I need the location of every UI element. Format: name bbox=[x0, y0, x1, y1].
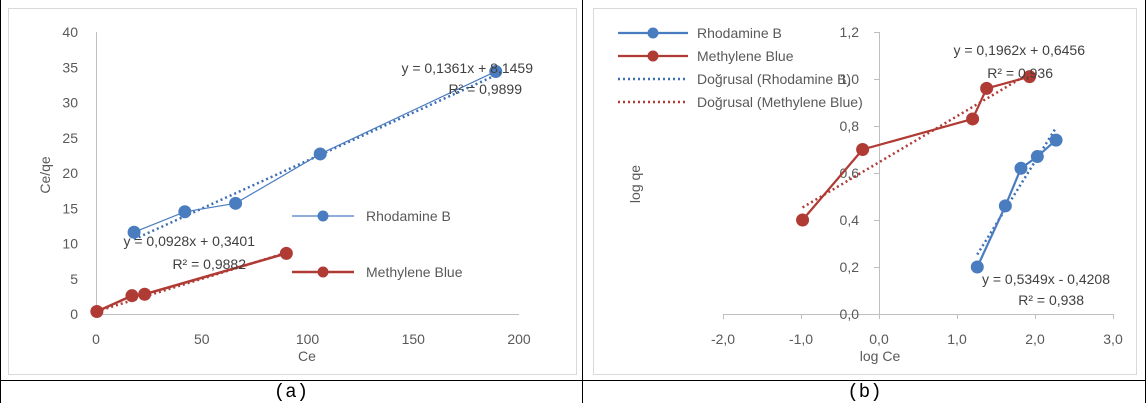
chart-b-xtick-label: 3,0 bbox=[1103, 331, 1123, 347]
chart-a-ytick-label: 40 bbox=[62, 24, 78, 40]
chart-b-methylene-point bbox=[796, 213, 810, 227]
chart-b: 0,00,20,40,60,81,01,2-2,0 -1,0 0,0 1,0 2,0 3,… bbox=[711, 24, 1123, 347]
chart-b-methylene-r2: R² = 0,936 bbox=[987, 65, 1053, 81]
chart-a-ytick-label: 25 bbox=[62, 130, 78, 146]
chart-b-methylene-point bbox=[856, 143, 870, 156]
chart-a-rhodamine-point bbox=[313, 147, 327, 161]
chart-b-methylene-point bbox=[966, 112, 980, 126]
chart-a-xtick-label: 150 bbox=[402, 331, 426, 347]
chart-b-legend-rhodamine-label: Rhodamine B bbox=[697, 25, 782, 41]
chart-b-ylabel: log qe bbox=[627, 165, 643, 203]
chart-b-ytick-label: 0,8 bbox=[840, 118, 860, 134]
chart-a-rhodamine-trendline bbox=[133, 74, 497, 241]
chart-b-xtick-label: 1,0 bbox=[947, 331, 967, 347]
chart-a-methylene-equation: y = 0,0928x + 0,3401 bbox=[123, 233, 255, 249]
chart-b-xtick-label: -1,0 bbox=[789, 331, 813, 347]
chart-a-methylene-point bbox=[125, 289, 139, 303]
chart-a-ytick-label: 5 bbox=[70, 271, 78, 287]
chart-a-frame bbox=[8, 8, 577, 375]
chart-a-legend-rhodamine-marker bbox=[317, 210, 329, 222]
chart-a-ytick-label: 35 bbox=[62, 59, 78, 75]
chart-a-ytick-label: 15 bbox=[62, 200, 78, 216]
chart-a-ytick-label: 0 bbox=[70, 306, 78, 322]
chart-b-rhodamine-r2: R² = 0,938 bbox=[1018, 292, 1084, 308]
chart-a-methylene-r2: R² = 0,9882 bbox=[172, 256, 246, 272]
chart-a-rhodamine-point bbox=[229, 196, 243, 210]
chart-b-xtick-label: 0,0 bbox=[869, 331, 889, 347]
chart-b-rhodamine-point bbox=[970, 260, 984, 274]
chart-b-rhodamine-point bbox=[998, 199, 1012, 213]
chart-a-xtick-label: 0 bbox=[92, 331, 100, 347]
chart-b-methylene-trendline bbox=[801, 72, 1031, 209]
chart-a-rhodamine-point bbox=[178, 205, 192, 219]
chart-a-legend: Rhodamine B Methylene Blue bbox=[292, 208, 463, 280]
chart-b-legend-methylene-marker bbox=[647, 50, 659, 62]
chart-a: 0 5 10 15 20 25 30 35 40 0 50 100 150 200 bbox=[62, 24, 530, 347]
chart-a-ytick-label: 10 bbox=[62, 236, 78, 252]
chart-b-rhodamine-point bbox=[1014, 161, 1028, 175]
chart-b-ytick-label: 0,0 bbox=[840, 306, 860, 322]
chart-b-rhodamine-equation: y = 0,5349x - 0,4208 bbox=[982, 271, 1110, 287]
chart-a-xtick-label: 100 bbox=[296, 331, 320, 347]
chart-a-methylene-point bbox=[90, 305, 104, 319]
chart-b-ytick-label: 0,2 bbox=[840, 259, 860, 275]
chart-a-legend-methylene-marker bbox=[317, 266, 329, 278]
chart-a-rhodamine-equation: y = 0,1361x + 8,1459 bbox=[401, 60, 533, 76]
chart-a-legend-methylene-label: Methylene Blue bbox=[366, 264, 463, 280]
chart-b-legend: Rhodamine B Methylene Blue Doğrusal (Rho… bbox=[618, 25, 863, 110]
caption-a: (a) bbox=[273, 381, 309, 403]
chart-b-xlabel: log Ce bbox=[860, 348, 901, 364]
chart-b-methylene-equation: y = 0,1962x + 0,6456 bbox=[953, 42, 1085, 58]
chart-b-legend-methylene-trend-label: Doğrusal (Methylene Blue) bbox=[697, 94, 863, 110]
chart-a-rhodamine-point bbox=[127, 225, 141, 239]
chart-a-xtick-label: 50 bbox=[194, 331, 210, 347]
chart-a-xtick-label: 200 bbox=[507, 331, 531, 347]
chart-a-methylene-point bbox=[279, 246, 293, 260]
chart-b-legend-methylene-label: Methylene Blue bbox=[697, 48, 794, 64]
chart-b-ytick-label: 1,2 bbox=[840, 24, 860, 40]
chart-a-ytick-label: 30 bbox=[62, 95, 78, 111]
caption-b: (b) bbox=[847, 381, 882, 403]
chart-a-rhodamine-r2: R² = 0,9899 bbox=[448, 81, 522, 97]
chart-a-xlabel: Ce bbox=[298, 348, 316, 364]
chart-b-legend-rhodamine-marker bbox=[647, 27, 659, 39]
chart-b-rhodamine-point bbox=[1030, 150, 1044, 164]
chart-b-frame bbox=[593, 8, 1137, 375]
chart-a-ytick-label: 20 bbox=[62, 165, 78, 181]
chart-b-ytick-label: 1,0 bbox=[840, 71, 860, 87]
chart-b-xtick-label: 2,0 bbox=[1025, 331, 1045, 347]
chart-b-ytick-label: 0,4 bbox=[840, 212, 860, 228]
chart-b-methylene-point bbox=[1023, 70, 1037, 84]
chart-b-rhodamine-point bbox=[1049, 133, 1063, 147]
chart-b-methylene-point bbox=[980, 81, 994, 95]
chart-a-ylabel: Ce/qe bbox=[37, 156, 53, 194]
chart-b-legend-rhodamine-trend-label: Doğrusal (Rhodamine B) bbox=[697, 71, 851, 87]
chart-a-rhodamine-point bbox=[489, 64, 503, 78]
chart-a-methylene-point bbox=[138, 287, 152, 301]
chart-a-legend-rhodamine-label: Rhodamine B bbox=[366, 208, 451, 224]
chart-b-xtick-label: -2,0 bbox=[711, 331, 735, 347]
